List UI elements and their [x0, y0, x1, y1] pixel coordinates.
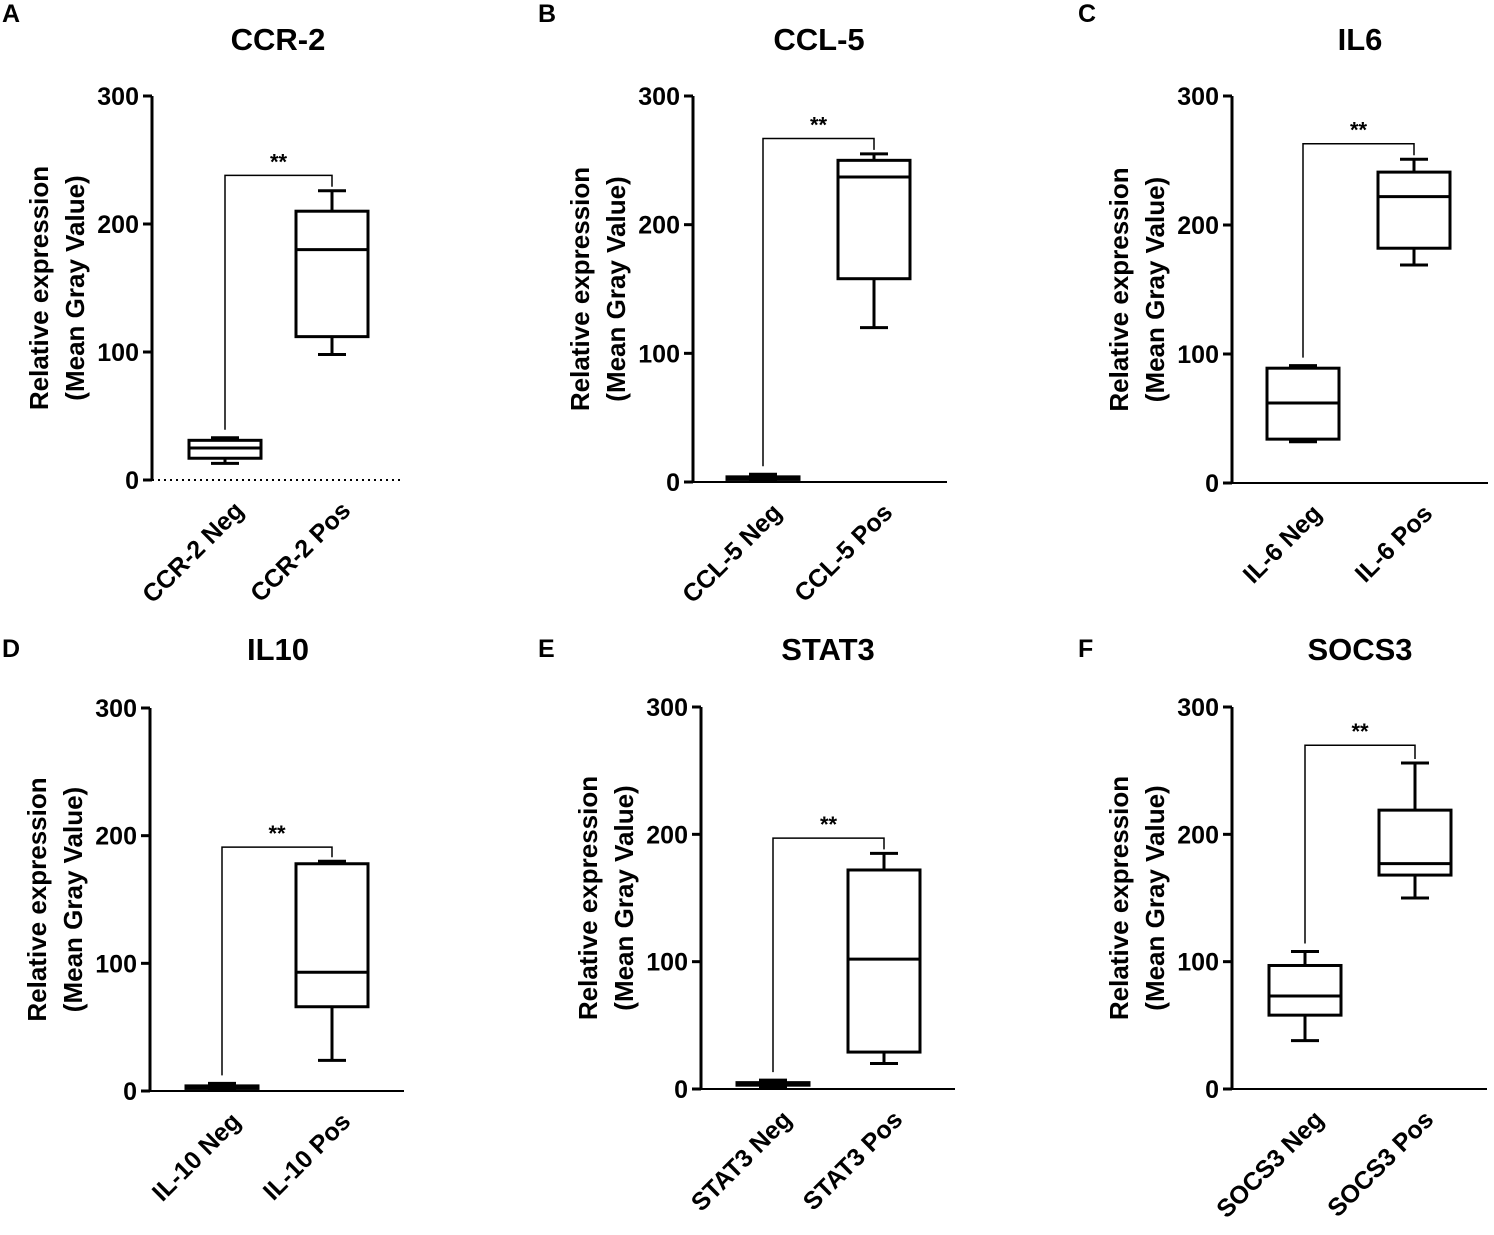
y-axis-label: (Mean Gray Value) [1140, 785, 1170, 1010]
x-tick-label: CCL-5 Neg [677, 498, 787, 608]
box-iqr [1267, 963, 1343, 1017]
y-tick-label: 0 [125, 467, 139, 495]
y-tick-label: 0 [666, 469, 680, 497]
significance-bracket [224, 174, 333, 430]
y-tick-label: 200 [638, 212, 680, 240]
y-tick-label: 300 [638, 83, 680, 111]
y-tick-label: 0 [674, 1076, 688, 1104]
y-tick-label: 200 [1177, 212, 1219, 240]
box-neg [184, 1081, 260, 1092]
y-axis-label: Relative expression [565, 167, 595, 411]
panel-letter: E [538, 635, 555, 663]
x-tick-label: IL-10 Neg [147, 1107, 246, 1206]
significance-bracket [1304, 744, 1416, 944]
significance-bracket [1302, 142, 1415, 358]
y-axis-label: Relative expression [573, 776, 603, 1020]
panel-letter: B [538, 0, 556, 28]
box-pos [846, 851, 922, 1066]
x-tick-label: IL-6 Pos [1350, 499, 1439, 588]
y-tick-label: 0 [1205, 470, 1219, 498]
significance-bracket [762, 137, 875, 467]
significance-label: ** [810, 112, 828, 137]
box-pos [1377, 761, 1453, 900]
y-tick-label: 200 [646, 821, 688, 849]
significance-label: ** [268, 821, 286, 846]
panel-letter: C [1078, 0, 1096, 28]
y-tick-label: 300 [646, 694, 688, 722]
box-iqr [1376, 170, 1452, 250]
panel-d: D IL10 0 100 200 300 Relative expression (Mean … [2, 632, 404, 1207]
chart-title: CCL-5 [773, 22, 864, 57]
y-tick-label: 100 [1177, 341, 1219, 369]
x-tick-label: SOCS3 Neg [1211, 1105, 1329, 1223]
box-pos [294, 189, 370, 357]
y-tick-label: 300 [95, 695, 137, 723]
chart-title: IL10 [247, 632, 309, 667]
significance-label: ** [270, 149, 288, 174]
panel-c: C IL6 0 100 200 300 Relative expression (Mean G… [1078, 0, 1488, 589]
chart-title: SOCS3 [1307, 632, 1412, 667]
y-tick-label: 200 [97, 211, 139, 239]
y-tick-label: 0 [1205, 1076, 1219, 1104]
significance-label: ** [1351, 719, 1369, 744]
box-neg [725, 472, 801, 483]
panel-letter: A [2, 0, 20, 28]
y-tick-label: 100 [638, 340, 680, 368]
x-tick-label: CCR-2 Neg [137, 496, 249, 608]
box-iqr [294, 862, 370, 1009]
y-tick-label: 300 [97, 83, 139, 111]
y-axis-label: (Mean Gray Value) [1140, 177, 1170, 402]
x-tick-label: IL-10 Pos [258, 1107, 356, 1205]
x-tick-label: STAT3 Pos [798, 1105, 908, 1215]
y-tick-label: 100 [97, 339, 139, 367]
y-axis-label: Relative expression [1104, 167, 1134, 411]
box-iqr [294, 209, 370, 339]
box-pos [836, 152, 912, 330]
y-tick-label: 100 [1177, 949, 1219, 977]
y-tick-label: 300 [1177, 83, 1219, 111]
box-iqr [1377, 808, 1453, 877]
y-tick-label: 200 [1177, 821, 1219, 849]
panel-letter: F [1078, 635, 1093, 663]
x-tick-label: IL-6 Neg [1238, 499, 1328, 589]
box-neg [1267, 949, 1343, 1043]
significance-label: ** [1350, 118, 1368, 143]
x-tick-label: STAT3 Neg [686, 1105, 797, 1216]
y-tick-label: 200 [95, 823, 137, 851]
box-pos [294, 859, 370, 1062]
y-axis-label: (Mean Gray Value) [609, 785, 639, 1010]
box-iqr [846, 868, 922, 1054]
y-axis-label: Relative expression [24, 166, 54, 410]
box-neg [735, 1078, 811, 1088]
panel-letter: D [2, 635, 20, 663]
box-neg [1265, 364, 1341, 444]
chart-title: IL6 [1338, 22, 1383, 57]
box-iqr [836, 158, 912, 281]
y-axis-label: (Mean Gray Value) [60, 175, 90, 400]
significance-label: ** [820, 812, 838, 837]
chart-title: CCR-2 [231, 22, 326, 57]
panel-e: E STAT3 0 100 200 300 Relative expression (Mean… [538, 632, 955, 1217]
y-tick-label: 100 [646, 949, 688, 977]
significance-bracket [221, 846, 333, 1076]
x-tick-label: SOCS3 Pos [1322, 1105, 1439, 1222]
panel-a: A CCR-2 0 100 200 300 Relative expression (Mean… [2, 0, 403, 609]
chart-title: STAT3 [781, 632, 875, 667]
y-tick-label: 300 [1177, 694, 1219, 722]
panel-f: F SOCS3 0 100 200 300 Relative expression (Mean… [1078, 632, 1487, 1223]
significance-bracket [772, 837, 885, 1073]
panel-b: B CCL-5 0 100 200 300 Relative expression (Mean… [538, 0, 947, 609]
y-axis-label: Relative expression [1104, 776, 1134, 1020]
box-neg [187, 436, 263, 465]
box-pos [1376, 157, 1452, 267]
y-tick-label: 100 [95, 950, 137, 978]
x-tick-label: CCR-2 Pos [245, 496, 356, 607]
y-axis-label: (Mean Gray Value) [58, 787, 88, 1012]
y-tick-label: 0 [123, 1078, 137, 1106]
x-tick-label: CCL-5 Pos [789, 498, 898, 607]
y-axis-label: (Mean Gray Value) [601, 176, 631, 401]
y-axis-label: Relative expression [22, 777, 52, 1021]
